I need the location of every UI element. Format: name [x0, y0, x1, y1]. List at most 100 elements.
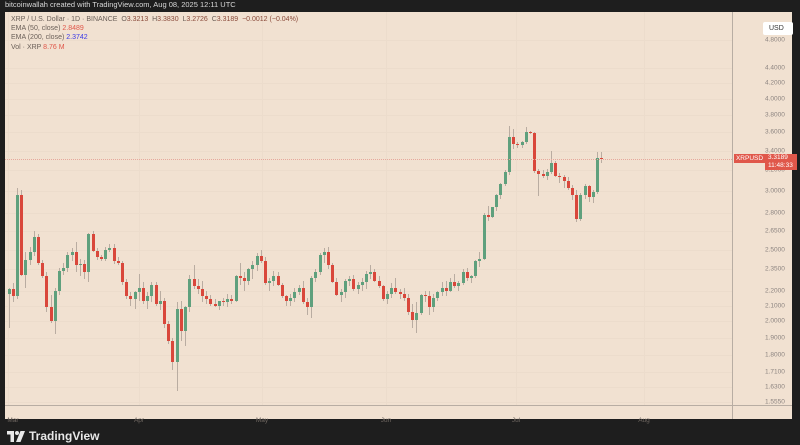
bullish-candle[interactable] — [343, 280, 347, 293]
bullish-candle[interactable] — [596, 158, 600, 193]
bullish-candle[interactable] — [322, 252, 326, 255]
bearish-candle[interactable] — [331, 265, 335, 282]
bullish-candle[interactable] — [579, 195, 583, 219]
bearish-candle[interactable] — [125, 281, 129, 297]
bullish-candle[interactable] — [78, 263, 82, 266]
bullish-candle[interactable] — [7, 289, 11, 294]
bullish-candle[interactable] — [251, 265, 255, 270]
bearish-candle[interactable] — [41, 262, 45, 277]
bearish-candle[interactable] — [423, 294, 427, 297]
bullish-candle[interactable] — [491, 207, 495, 217]
bullish-candle[interactable] — [108, 248, 112, 250]
bearish-candle[interactable] — [428, 296, 431, 308]
currency-button[interactable]: USD — [763, 22, 793, 35]
bearish-candle[interactable] — [49, 307, 53, 322]
bearish-candle[interactable] — [486, 215, 490, 217]
bearish-candle[interactable] — [36, 236, 40, 263]
bullish-candle[interactable] — [520, 142, 524, 146]
bullish-candle[interactable] — [184, 307, 188, 331]
bearish-candle[interactable] — [285, 296, 289, 301]
bullish-candle[interactable] — [503, 172, 507, 184]
bullish-candle[interactable] — [32, 236, 36, 253]
bullish-candle[interactable] — [234, 276, 238, 301]
bearish-candle[interactable] — [394, 287, 398, 293]
bearish-candle[interactable] — [575, 195, 579, 219]
bearish-candle[interactable] — [280, 284, 284, 297]
bearish-candle[interactable] — [112, 248, 116, 262]
bullish-candle[interactable] — [440, 287, 444, 293]
bearish-candle[interactable] — [352, 279, 356, 290]
bearish-candle[interactable] — [242, 277, 246, 281]
bearish-candle[interactable] — [154, 284, 158, 304]
bearish-candle[interactable] — [533, 133, 537, 172]
bullish-candle[interactable] — [507, 136, 511, 173]
bullish-candle[interactable] — [66, 254, 70, 269]
bullish-candle[interactable] — [272, 276, 276, 281]
bearish-candle[interactable] — [276, 276, 280, 285]
bullish-candle[interactable] — [15, 195, 19, 297]
bullish-candle[interactable] — [470, 276, 474, 278]
bullish-candle[interactable] — [474, 261, 478, 277]
bullish-candle[interactable] — [57, 270, 61, 291]
bullish-candle[interactable] — [436, 292, 440, 298]
bearish-candle[interactable] — [264, 261, 267, 284]
bearish-candle[interactable] — [558, 176, 562, 178]
bearish-candle[interactable] — [221, 300, 225, 303]
bullish-candle[interactable] — [310, 277, 314, 308]
bullish-candle[interactable] — [255, 256, 259, 266]
bullish-candle[interactable] — [158, 300, 162, 304]
bearish-candle[interactable] — [45, 276, 49, 308]
bearish-candle[interactable] — [327, 252, 331, 266]
bullish-candle[interactable] — [28, 252, 32, 260]
bearish-candle[interactable] — [171, 341, 175, 363]
bearish-candle[interactable] — [562, 177, 566, 182]
bearish-candle[interactable] — [465, 272, 469, 278]
bearish-candle[interactable] — [167, 324, 171, 342]
bearish-candle[interactable] — [444, 287, 448, 291]
bearish-candle[interactable] — [402, 293, 406, 298]
bullish-candle[interactable] — [524, 132, 528, 143]
bearish-candle[interactable] — [74, 252, 78, 266]
bearish-candle[interactable] — [116, 261, 120, 263]
bearish-candle[interactable] — [259, 256, 263, 262]
bearish-candle[interactable] — [95, 250, 99, 258]
bearish-candle[interactable] — [91, 234, 95, 251]
bullish-candle[interactable] — [339, 292, 343, 295]
bearish-candle[interactable] — [537, 171, 541, 175]
bullish-candle[interactable] — [449, 281, 453, 291]
bullish-candle[interactable] — [360, 281, 364, 285]
bearish-candle[interactable] — [570, 187, 574, 196]
bearish-candle[interactable] — [411, 311, 415, 320]
bearish-candle[interactable] — [83, 263, 87, 273]
candlestick-plot[interactable] — [5, 12, 732, 405]
bullish-candle[interactable] — [478, 258, 482, 262]
bullish-candle[interactable] — [268, 280, 272, 284]
bullish-candle[interactable] — [53, 290, 57, 322]
bearish-candle[interactable] — [196, 286, 200, 290]
bearish-candle[interactable] — [142, 287, 146, 301]
bearish-candle[interactable] — [213, 304, 217, 306]
bearish-candle[interactable] — [209, 299, 213, 304]
bullish-candle[interactable] — [369, 272, 373, 274]
bullish-candle[interactable] — [461, 272, 465, 284]
bullish-candle[interactable] — [175, 308, 179, 363]
bullish-candle[interactable] — [499, 183, 503, 196]
bullish-candle[interactable] — [457, 283, 461, 287]
bearish-candle[interactable] — [205, 296, 209, 300]
volume-legend-row[interactable]: Vol · XRP 8.76 M — [11, 43, 298, 52]
ema50-legend-row[interactable]: EMA (50, close) 2.8489 — [11, 24, 298, 33]
bullish-candle[interactable] — [348, 279, 352, 281]
bearish-candle[interactable] — [230, 299, 234, 301]
bullish-candle[interactable] — [318, 254, 322, 273]
bearish-candle[interactable] — [381, 286, 385, 300]
bullish-candle[interactable] — [146, 296, 150, 301]
bullish-candle[interactable] — [289, 297, 293, 301]
bearish-candle[interactable] — [192, 279, 196, 287]
bearish-candle[interactable] — [163, 300, 167, 325]
bullish-candle[interactable] — [24, 259, 28, 275]
bullish-candle[interactable] — [297, 287, 301, 293]
bearish-candle[interactable] — [554, 163, 558, 177]
bearish-candle[interactable] — [179, 308, 183, 331]
bearish-candle[interactable] — [377, 280, 381, 287]
bullish-candle[interactable] — [591, 192, 595, 198]
